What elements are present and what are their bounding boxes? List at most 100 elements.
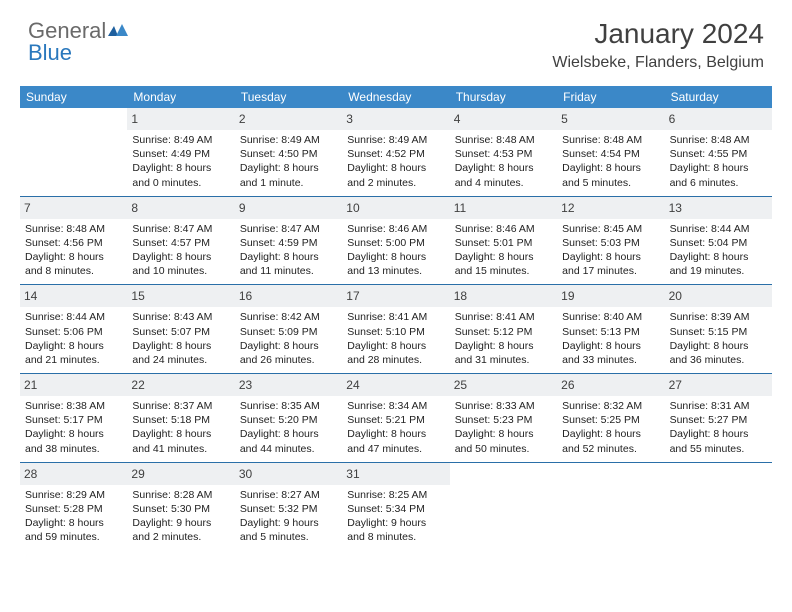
- day-number: 2: [239, 112, 246, 126]
- sunrise-text: Sunrise: 8:31 AM: [670, 399, 767, 413]
- day-number: 5: [561, 112, 568, 126]
- sunset-text: Sunset: 4:49 PM: [132, 147, 229, 161]
- sunrise-text: Sunrise: 8:40 AM: [562, 310, 659, 324]
- sunrise-text: Sunrise: 8:42 AM: [240, 310, 337, 324]
- weekday-tuesday: Tuesday: [235, 86, 342, 108]
- calendar-cell: [20, 108, 127, 196]
- daylight-text: Daylight: 8 hours: [562, 250, 659, 264]
- sunset-text: Sunset: 5:10 PM: [347, 325, 444, 339]
- calendar-cell: 27Sunrise: 8:31 AMSunset: 5:27 PMDayligh…: [665, 374, 772, 462]
- daylight-text: Daylight: 8 hours: [25, 427, 122, 441]
- sunrise-text: Sunrise: 8:34 AM: [347, 399, 444, 413]
- daylight-text: Daylight: 8 hours: [240, 161, 337, 175]
- calendar-cell: 15Sunrise: 8:43 AMSunset: 5:07 PMDayligh…: [127, 285, 234, 373]
- sunset-text: Sunset: 4:52 PM: [347, 147, 444, 161]
- sunset-text: Sunset: 4:59 PM: [240, 236, 337, 250]
- sunrise-text: Sunrise: 8:45 AM: [562, 222, 659, 236]
- calendar: Sunday Monday Tuesday Wednesday Thursday…: [20, 86, 772, 550]
- daylight-text: and 44 minutes.: [240, 442, 337, 456]
- sunset-text: Sunset: 5:34 PM: [347, 502, 444, 516]
- daylight-text: and 4 minutes.: [455, 176, 552, 190]
- daylight-text: and 0 minutes.: [132, 176, 229, 190]
- day-number: 7: [24, 201, 31, 215]
- day-number-row: 8: [127, 197, 234, 219]
- calendar-cell: 18Sunrise: 8:41 AMSunset: 5:12 PMDayligh…: [450, 285, 557, 373]
- sunset-text: Sunset: 5:28 PM: [25, 502, 122, 516]
- sunset-text: Sunset: 5:23 PM: [455, 413, 552, 427]
- daylight-text: and 31 minutes.: [455, 353, 552, 367]
- sunrise-text: Sunrise: 8:44 AM: [670, 222, 767, 236]
- calendar-cell: 10Sunrise: 8:46 AMSunset: 5:00 PMDayligh…: [342, 197, 449, 285]
- daylight-text: and 2 minutes.: [132, 530, 229, 544]
- daylight-text: and 38 minutes.: [25, 442, 122, 456]
- sunrise-text: Sunrise: 8:48 AM: [25, 222, 122, 236]
- day-number: 22: [131, 378, 144, 392]
- daylight-text: and 15 minutes.: [455, 264, 552, 278]
- weekday-header-row: Sunday Monday Tuesday Wednesday Thursday…: [20, 86, 772, 108]
- calendar-cell: 30Sunrise: 8:27 AMSunset: 5:32 PMDayligh…: [235, 463, 342, 551]
- calendar-cell: 2Sunrise: 8:49 AMSunset: 4:50 PMDaylight…: [235, 108, 342, 196]
- day-number: 29: [131, 467, 144, 481]
- day-number-row: 4: [450, 108, 557, 130]
- day-number-row: 23: [235, 374, 342, 396]
- calendar-cell: 7Sunrise: 8:48 AMSunset: 4:56 PMDaylight…: [20, 197, 127, 285]
- daylight-text: and 36 minutes.: [670, 353, 767, 367]
- sunset-text: Sunset: 4:53 PM: [455, 147, 552, 161]
- daylight-text: and 13 minutes.: [347, 264, 444, 278]
- day-number: 19: [561, 289, 574, 303]
- sunset-text: Sunset: 4:56 PM: [25, 236, 122, 250]
- daylight-text: Daylight: 8 hours: [670, 250, 767, 264]
- calendar-cell: 28Sunrise: 8:29 AMSunset: 5:28 PMDayligh…: [20, 463, 127, 551]
- daylight-text: Daylight: 8 hours: [132, 161, 229, 175]
- weekday-wednesday: Wednesday: [342, 86, 449, 108]
- day-number: 13: [669, 201, 682, 215]
- calendar-cell: 3Sunrise: 8:49 AMSunset: 4:52 PMDaylight…: [342, 108, 449, 196]
- sunrise-text: Sunrise: 8:46 AM: [347, 222, 444, 236]
- weekday-thursday: Thursday: [450, 86, 557, 108]
- sunrise-text: Sunrise: 8:37 AM: [132, 399, 229, 413]
- day-number-row: 7: [20, 197, 127, 219]
- sunrise-text: Sunrise: 8:48 AM: [562, 133, 659, 147]
- calendar-cell: 21Sunrise: 8:38 AMSunset: 5:17 PMDayligh…: [20, 374, 127, 462]
- sunrise-text: Sunrise: 8:27 AM: [240, 488, 337, 502]
- daylight-text: Daylight: 8 hours: [240, 427, 337, 441]
- day-number-row: 17: [342, 285, 449, 307]
- day-number-row: 31: [342, 463, 449, 485]
- day-number: 25: [454, 378, 467, 392]
- daylight-text: and 5 minutes.: [562, 176, 659, 190]
- title-block: January 2024 Wielsbeke, Flanders, Belgiu…: [552, 18, 764, 72]
- day-number: 9: [239, 201, 246, 215]
- calendar-cell: [557, 463, 664, 551]
- day-number: 28: [24, 467, 37, 481]
- daylight-text: Daylight: 8 hours: [25, 339, 122, 353]
- calendar-cell: 17Sunrise: 8:41 AMSunset: 5:10 PMDayligh…: [342, 285, 449, 373]
- sunset-text: Sunset: 5:32 PM: [240, 502, 337, 516]
- daylight-text: and 21 minutes.: [25, 353, 122, 367]
- sunrise-text: Sunrise: 8:29 AM: [25, 488, 122, 502]
- day-number-row: 24: [342, 374, 449, 396]
- daylight-text: Daylight: 8 hours: [240, 339, 337, 353]
- daylight-text: and 26 minutes.: [240, 353, 337, 367]
- sunset-text: Sunset: 5:07 PM: [132, 325, 229, 339]
- day-number: 14: [24, 289, 37, 303]
- sunrise-text: Sunrise: 8:33 AM: [455, 399, 552, 413]
- daylight-text: Daylight: 8 hours: [455, 339, 552, 353]
- day-number: 30: [239, 467, 252, 481]
- empty-cell: [557, 463, 664, 481]
- sunset-text: Sunset: 5:15 PM: [670, 325, 767, 339]
- day-number: 8: [131, 201, 138, 215]
- day-number: 12: [561, 201, 574, 215]
- day-number: 26: [561, 378, 574, 392]
- day-number: 31: [346, 467, 359, 481]
- calendar-cell: 29Sunrise: 8:28 AMSunset: 5:30 PMDayligh…: [127, 463, 234, 551]
- sunrise-text: Sunrise: 8:44 AM: [25, 310, 122, 324]
- day-number: 21: [24, 378, 37, 392]
- day-number: 6: [669, 112, 676, 126]
- calendar-cell: 20Sunrise: 8:39 AMSunset: 5:15 PMDayligh…: [665, 285, 772, 373]
- sunset-text: Sunset: 5:30 PM: [132, 502, 229, 516]
- daylight-text: and 1 minute.: [240, 176, 337, 190]
- weekday-saturday: Saturday: [665, 86, 772, 108]
- sunrise-text: Sunrise: 8:47 AM: [132, 222, 229, 236]
- sunrise-text: Sunrise: 8:48 AM: [670, 133, 767, 147]
- calendar-cell: 14Sunrise: 8:44 AMSunset: 5:06 PMDayligh…: [20, 285, 127, 373]
